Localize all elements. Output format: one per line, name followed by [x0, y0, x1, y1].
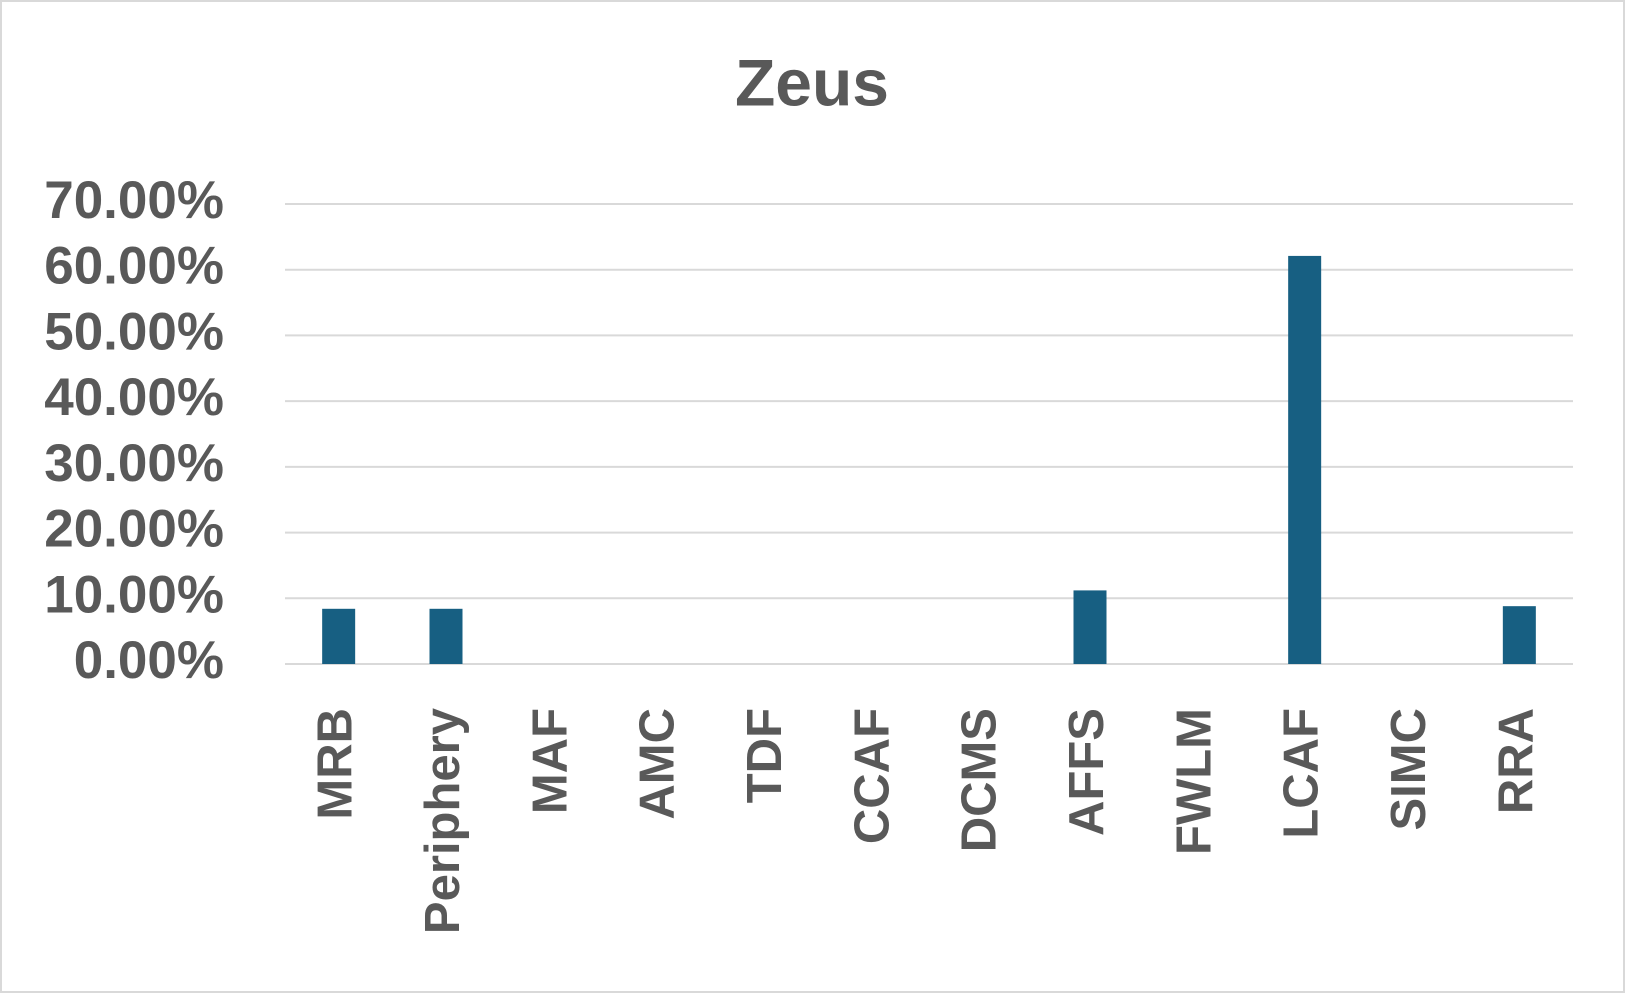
x-tick-label: LCAF	[1275, 708, 1329, 839]
x-tick-label: MAF	[523, 708, 577, 814]
bar	[1073, 590, 1107, 664]
x-tick-label: AFFS	[1060, 708, 1114, 836]
bar	[429, 608, 463, 664]
x-tick-label: CCAF	[845, 708, 899, 844]
x-tick-label: DCMS	[953, 708, 1007, 852]
y-tick-label: 30.00%	[44, 434, 224, 493]
y-tick-label: 40.00%	[44, 368, 224, 427]
chart-title: Zeus	[735, 45, 889, 119]
x-tick-label: MRB	[309, 708, 363, 820]
y-tick-label: 0.00%	[74, 631, 224, 690]
x-tick-label: FWLM	[1167, 708, 1221, 855]
y-tick-label: 50.00%	[44, 302, 224, 361]
x-tick-label: AMC	[631, 708, 685, 820]
bar	[1502, 606, 1536, 664]
bar	[322, 608, 356, 664]
x-tick-label: TDF	[738, 708, 792, 803]
y-tick-label: 10.00%	[44, 565, 224, 624]
x-tick-label: SIMC	[1382, 708, 1436, 831]
y-tick-label: 60.00%	[44, 237, 224, 296]
y-tick-label: 70.00%	[44, 171, 224, 230]
x-tick-label: Periphery	[416, 708, 470, 934]
y-tick-label: 20.00%	[44, 500, 224, 559]
x-tick-label: RRA	[1489, 708, 1543, 814]
bar	[1288, 255, 1322, 664]
